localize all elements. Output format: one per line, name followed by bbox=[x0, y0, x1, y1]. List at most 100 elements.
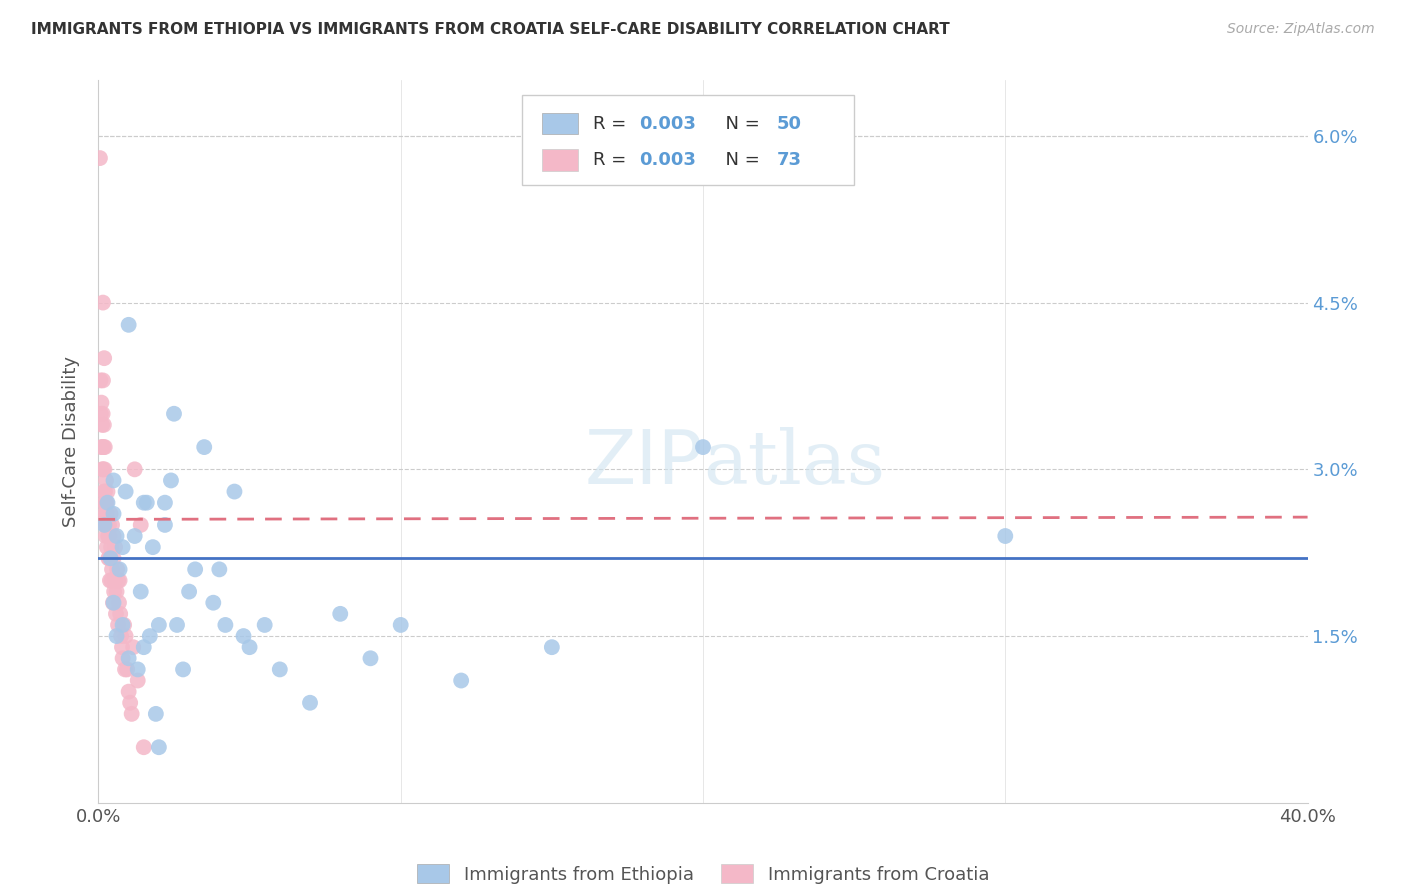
Point bbox=[132, 740, 155, 755]
Point bbox=[172, 662, 194, 676]
Point bbox=[100, 551, 122, 566]
Point bbox=[91, 407, 114, 421]
Point bbox=[91, 462, 114, 476]
Point bbox=[103, 596, 125, 610]
Point bbox=[118, 318, 141, 332]
Point bbox=[94, 440, 117, 454]
Text: N =: N = bbox=[714, 115, 765, 133]
Point bbox=[96, 496, 118, 510]
Point bbox=[90, 373, 112, 387]
Point bbox=[91, 440, 114, 454]
Text: R =: R = bbox=[593, 151, 631, 169]
Point bbox=[184, 562, 207, 576]
Point bbox=[103, 529, 125, 543]
Point bbox=[91, 462, 114, 476]
Point bbox=[101, 562, 124, 576]
Point bbox=[253, 618, 276, 632]
Point bbox=[96, 517, 118, 532]
Point bbox=[100, 507, 122, 521]
Point bbox=[540, 640, 562, 655]
Point bbox=[97, 529, 120, 543]
Point bbox=[124, 462, 146, 476]
Point bbox=[93, 507, 115, 521]
Point bbox=[120, 696, 142, 710]
Point bbox=[994, 529, 1017, 543]
Point bbox=[208, 562, 231, 576]
Text: 73: 73 bbox=[776, 151, 801, 169]
Point bbox=[389, 618, 412, 632]
Point bbox=[93, 517, 115, 532]
Bar bbox=[543, 149, 578, 170]
FancyBboxPatch shape bbox=[522, 95, 855, 185]
Point bbox=[98, 529, 121, 543]
Point bbox=[114, 629, 136, 643]
Point bbox=[122, 640, 145, 655]
Point bbox=[103, 551, 125, 566]
Point bbox=[93, 440, 115, 454]
Text: 0.003: 0.003 bbox=[638, 151, 696, 169]
Text: N =: N = bbox=[714, 151, 765, 169]
Point bbox=[329, 607, 352, 621]
Point bbox=[114, 484, 136, 499]
Point bbox=[105, 562, 128, 576]
Point bbox=[111, 651, 134, 665]
Point bbox=[112, 618, 135, 632]
Point bbox=[100, 551, 122, 566]
Point bbox=[94, 474, 117, 488]
Point bbox=[166, 618, 188, 632]
Point bbox=[101, 596, 124, 610]
Point bbox=[100, 540, 122, 554]
Point bbox=[111, 540, 134, 554]
Point bbox=[193, 440, 215, 454]
Point bbox=[450, 673, 472, 688]
Point bbox=[224, 484, 246, 499]
Point bbox=[132, 640, 155, 655]
Point bbox=[93, 484, 115, 499]
Point bbox=[93, 351, 115, 366]
Point bbox=[108, 562, 131, 576]
Point bbox=[148, 618, 170, 632]
Point bbox=[104, 540, 127, 554]
Point bbox=[105, 629, 128, 643]
Point bbox=[98, 574, 121, 588]
Point bbox=[98, 517, 121, 532]
Point bbox=[111, 640, 134, 655]
Point bbox=[132, 496, 155, 510]
Point bbox=[94, 484, 117, 499]
Point bbox=[100, 574, 122, 588]
Point bbox=[153, 496, 176, 510]
Point bbox=[107, 574, 129, 588]
Point bbox=[105, 529, 128, 543]
Point bbox=[101, 517, 124, 532]
Point bbox=[93, 496, 115, 510]
Point bbox=[104, 574, 127, 588]
Point bbox=[107, 618, 129, 632]
Point bbox=[108, 607, 131, 621]
Point bbox=[93, 417, 115, 432]
Point bbox=[232, 629, 254, 643]
Point bbox=[153, 517, 176, 532]
Point bbox=[111, 618, 134, 632]
Point bbox=[163, 407, 186, 421]
Point bbox=[90, 395, 112, 409]
Point bbox=[90, 407, 112, 421]
Text: 0.003: 0.003 bbox=[638, 115, 696, 133]
Text: ZIP: ZIP bbox=[585, 426, 703, 500]
Point bbox=[104, 607, 127, 621]
Bar bbox=[543, 112, 578, 135]
Point bbox=[98, 551, 121, 566]
Point bbox=[114, 662, 136, 676]
Point bbox=[145, 706, 167, 721]
Point bbox=[299, 696, 322, 710]
Point bbox=[179, 584, 201, 599]
Y-axis label: Self-Care Disability: Self-Care Disability bbox=[62, 356, 80, 527]
Point bbox=[269, 662, 291, 676]
Point bbox=[360, 651, 382, 665]
Point bbox=[127, 662, 149, 676]
Point bbox=[110, 629, 132, 643]
Point bbox=[105, 584, 128, 599]
Point bbox=[103, 507, 125, 521]
Text: Source: ZipAtlas.com: Source: ZipAtlas.com bbox=[1227, 22, 1375, 37]
Point bbox=[127, 673, 149, 688]
Text: R =: R = bbox=[593, 115, 631, 133]
